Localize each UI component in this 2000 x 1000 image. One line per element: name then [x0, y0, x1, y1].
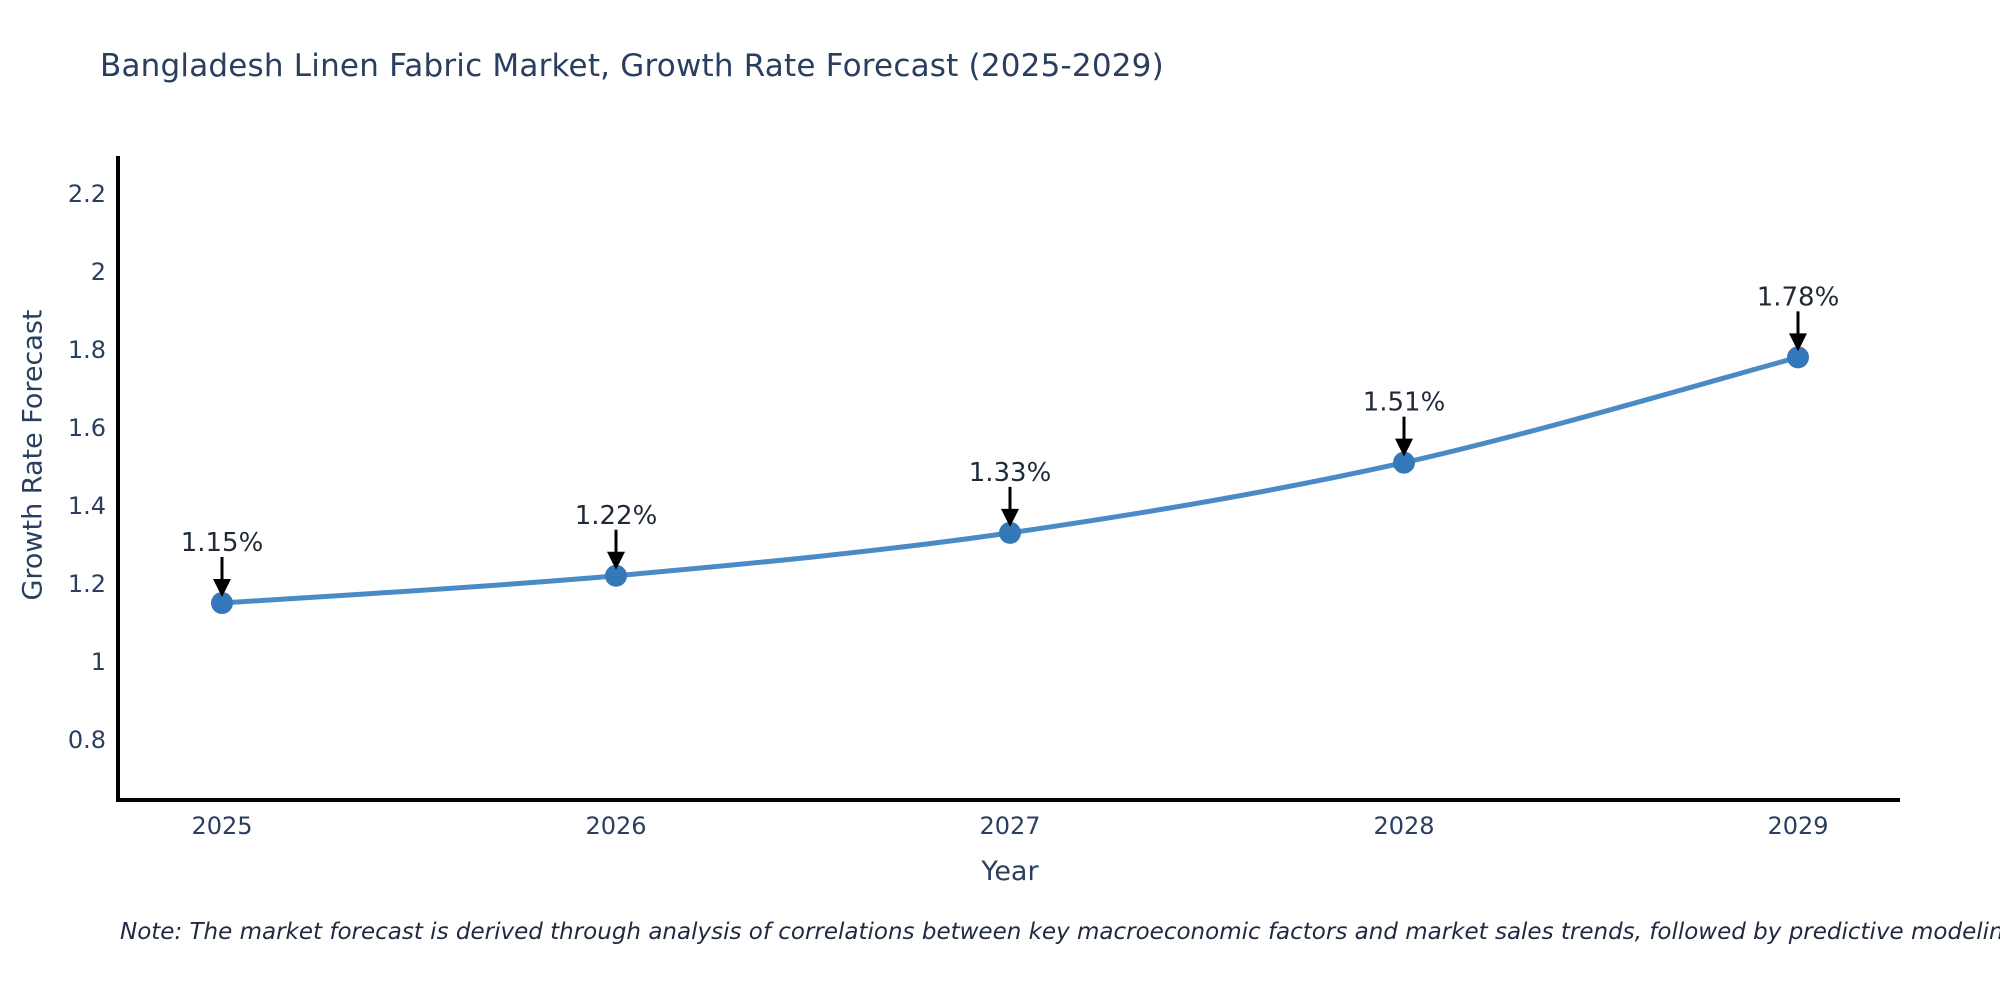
x-tick-label: 2026	[585, 812, 646, 840]
data-point-marker	[1393, 451, 1415, 474]
annotation-arrow-head	[1789, 333, 1807, 352]
annotation-label: 1.78%	[1757, 282, 1840, 312]
data-point-marker	[999, 521, 1021, 544]
annotation-label: 1.51%	[1363, 388, 1446, 418]
footnote: Note: The market forecast is derived thr…	[120, 919, 2000, 945]
annotation-label: 1.33%	[969, 458, 1052, 488]
chart-title: Bangladesh Linen Fabric Market, Growth R…	[100, 48, 1164, 84]
annotation-label: 1.22%	[575, 501, 658, 531]
y-tick-label: 0.8	[68, 726, 106, 754]
data-point-marker	[605, 564, 627, 587]
x-tick-label: 2029	[1767, 812, 1828, 840]
annotation-arrow-head	[213, 579, 231, 598]
y-tick-label: 2	[91, 258, 106, 286]
annotation-arrow-head	[1395, 438, 1413, 457]
y-tick-label: 1.2	[68, 570, 106, 598]
data-point-marker	[211, 592, 233, 615]
x-tick-label: 2028	[1373, 812, 1434, 840]
y-tick-label: 1.4	[68, 492, 106, 520]
x-tick-label: 2025	[191, 812, 252, 840]
data-point-marker	[1787, 346, 1809, 369]
x-axis-title: Year	[981, 856, 1039, 887]
y-tick-label: 1.6	[68, 414, 106, 442]
y-tick-label: 2.2	[68, 180, 106, 208]
annotation-arrow-head	[1001, 508, 1019, 527]
annotation-label: 1.15%	[181, 528, 264, 558]
y-tick-label: 1	[91, 648, 106, 676]
x-tick-label: 2027	[979, 812, 1040, 840]
annotation-arrow-head	[607, 551, 625, 570]
y-tick-label: 1.8	[68, 336, 106, 364]
